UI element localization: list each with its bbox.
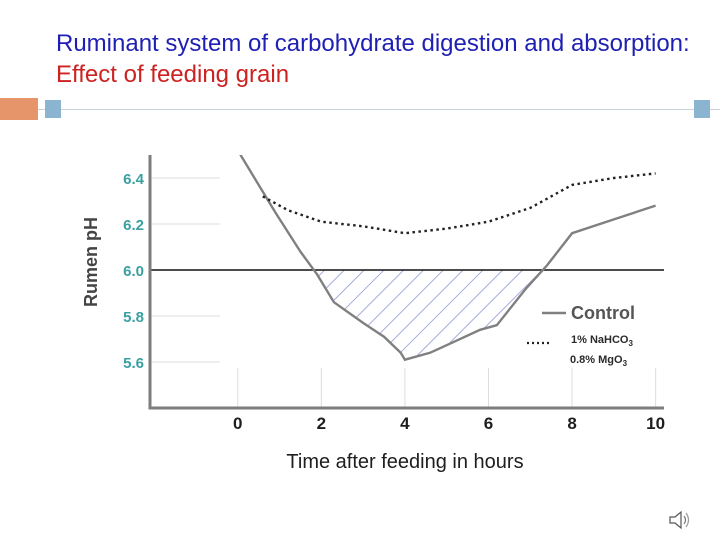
x-tick-8: 8 [567, 414, 576, 433]
y-tick-5.8: 5.8 [123, 309, 144, 326]
blue-decor-square-right [694, 100, 710, 118]
x-tick-2: 2 [317, 414, 326, 433]
orange-decor-square [0, 98, 38, 120]
legend-additive-label-1: 1% NaHCO3 [571, 334, 633, 348]
legend: Control 1% NaHCO3 0.8% MgO3 [527, 303, 635, 368]
legend-additive-label-2: 0.8% MgO3 [570, 354, 628, 368]
x-tick-6: 6 [484, 414, 493, 433]
control-series-line [239, 155, 656, 362]
slide-title: Ruminant system of carbohydrate digestio… [56, 28, 696, 90]
title-divider [0, 109, 720, 110]
y-tick-labels: 5.6 5.8 6.0 6.2 6.4 [123, 171, 145, 372]
y-tick-6.0: 6.0 [123, 263, 144, 280]
x-tick-4: 4 [400, 414, 410, 433]
y-tick-6.2: 6.2 [123, 217, 144, 234]
x-tick-10: 10 [646, 414, 665, 433]
x-axis-label: Time after feeding in hours [286, 451, 523, 473]
slide-title-accent: Effect of feeding grain [56, 61, 290, 88]
y-tick-6.4: 6.4 [123, 171, 145, 188]
blue-decor-square-left [45, 100, 61, 118]
x-tick-labels: 0 2 4 6 8 10 [233, 414, 665, 433]
legend-control-label: Control [571, 303, 635, 323]
slide-title-main: Ruminant system of carbohydrate digestio… [56, 30, 690, 57]
y-axis-label: Rumen pH [81, 217, 101, 307]
low-ph-shaded-area [317, 270, 543, 360]
y-tick-5.6: 5.6 [123, 355, 144, 372]
x-tick-0: 0 [233, 414, 242, 433]
x-tick-marks [237, 368, 657, 408]
plot-frame [148, 155, 664, 410]
speaker-icon[interactable] [666, 508, 692, 532]
